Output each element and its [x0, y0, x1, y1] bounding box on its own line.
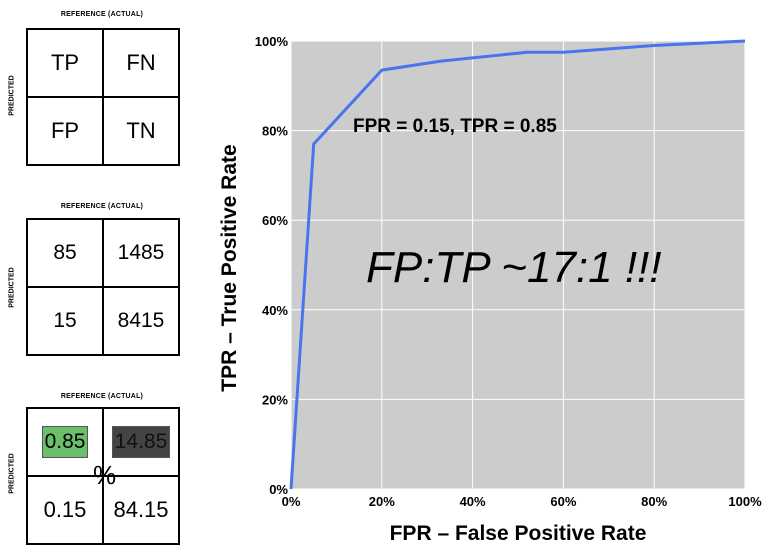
- annotation-operating-point: FPR = 0.15, TPR = 0.85: [353, 116, 557, 137]
- cell-tn: TN: [102, 96, 180, 166]
- cell-fn: FN: [102, 28, 180, 98]
- grid-lines: [290, 40, 746, 490]
- x-tick-label: 60%: [550, 494, 576, 509]
- reference-label: REFERENCE (ACTUAL): [60, 11, 144, 18]
- roc-curve-line: [289, 39, 746, 490]
- x-tick-label: 0%: [282, 494, 301, 509]
- tick-labels: 0% 20% 40% 60% 80% 100% 0% 20% 40% 60% 80% 100%: [255, 34, 762, 509]
- y-tick-label: 100%: [255, 34, 289, 49]
- cell-fp: 15: [26, 286, 104, 356]
- reference-label: REFERENCE (ACTUAL): [60, 203, 144, 210]
- y-tick-label: 60%: [262, 213, 288, 228]
- cell-fp: FP: [26, 96, 104, 166]
- x-tick-label: 40%: [460, 494, 486, 509]
- annotation-fp-tp-ratio: FP:TP ~17:1 !!!: [366, 243, 662, 292]
- reference-label: REFERENCE (ACTUAL): [60, 393, 144, 400]
- percent-symbol: %: [93, 460, 117, 490]
- y-tick-label: 40%: [262, 303, 288, 318]
- y-tick-label: 80%: [262, 124, 288, 139]
- confusion-matrix-table: 0.85 14.85 0.15 84.15: [26, 407, 180, 545]
- x-tick-label: 20%: [369, 494, 395, 509]
- confusion-matrix-table: TP FN FP TN: [26, 28, 180, 166]
- series: [289, 39, 746, 490]
- cell-fp: 0.15: [26, 475, 104, 545]
- x-tick-label: 80%: [641, 494, 667, 509]
- cell-tp-value: 0.85: [41, 426, 89, 458]
- y-tick-label: 0%: [269, 482, 288, 497]
- cell-fn: 1485: [102, 218, 180, 288]
- cell-tp: 0.85: [26, 407, 104, 477]
- cell-fn: 14.85: [102, 407, 180, 477]
- y-axis-title: TPR – True Positive Rate: [218, 144, 241, 391]
- x-axis-title: FPR – False Positive Rate: [390, 522, 647, 545]
- confusion-matrix-table: 85 1485 15 8415: [26, 218, 180, 356]
- cell-tp: TP: [26, 28, 104, 98]
- cell-tn: 8415: [102, 286, 180, 356]
- plot-area: [291, 41, 745, 489]
- x-tick-label: 100%: [728, 494, 762, 509]
- cell-fn-value: 14.85: [111, 426, 171, 458]
- cell-tp: 85: [26, 218, 104, 288]
- cell-tn: 84.15: [102, 475, 180, 545]
- y-tick-label: 20%: [262, 392, 288, 407]
